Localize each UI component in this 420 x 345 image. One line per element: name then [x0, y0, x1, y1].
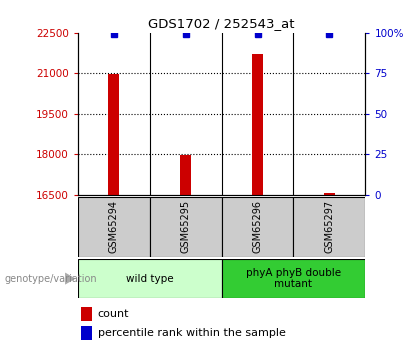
Bar — [81, 307, 92, 321]
Text: GSM65294: GSM65294 — [109, 200, 119, 253]
Bar — [294, 197, 365, 257]
Text: phyA phyB double
mutant: phyA phyB double mutant — [246, 268, 341, 289]
Bar — [180, 155, 191, 195]
Text: percentile rank within the sample: percentile rank within the sample — [98, 328, 286, 338]
Bar — [222, 259, 365, 298]
Bar — [222, 197, 294, 257]
Text: wild type: wild type — [126, 274, 173, 284]
Bar — [150, 197, 222, 257]
Bar — [81, 326, 92, 339]
Bar — [78, 197, 150, 257]
Text: GSM65296: GSM65296 — [252, 200, 262, 253]
Bar — [78, 259, 222, 298]
Polygon shape — [65, 273, 76, 285]
Bar — [324, 193, 335, 195]
Text: GSM65295: GSM65295 — [181, 200, 191, 253]
Text: genotype/variation: genotype/variation — [4, 274, 97, 284]
Bar — [108, 73, 119, 195]
Title: GDS1702 / 252543_at: GDS1702 / 252543_at — [148, 17, 295, 30]
Text: count: count — [98, 309, 129, 319]
Text: GSM65297: GSM65297 — [324, 200, 334, 253]
Bar — [252, 55, 263, 195]
